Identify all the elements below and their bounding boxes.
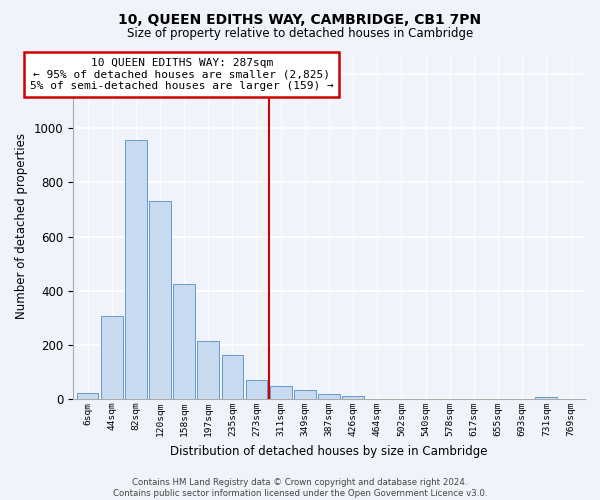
Bar	[535, 396, 557, 399]
Bar	[221, 355, 243, 399]
Bar	[101, 316, 122, 399]
Y-axis label: Number of detached properties: Number of detached properties	[15, 132, 28, 318]
Bar	[125, 140, 146, 399]
Bar	[173, 284, 195, 399]
Text: 10 QUEEN EDITHS WAY: 287sqm
← 95% of detached houses are smaller (2,825)
5% of s: 10 QUEEN EDITHS WAY: 287sqm ← 95% of det…	[30, 58, 334, 91]
Bar	[197, 341, 219, 399]
Bar	[318, 394, 340, 399]
Bar	[149, 200, 171, 399]
Bar	[342, 396, 364, 399]
X-axis label: Distribution of detached houses by size in Cambridge: Distribution of detached houses by size …	[170, 444, 488, 458]
Bar	[294, 390, 316, 399]
Text: 10, QUEEN EDITHS WAY, CAMBRIDGE, CB1 7PN: 10, QUEEN EDITHS WAY, CAMBRIDGE, CB1 7PN	[118, 12, 482, 26]
Text: Size of property relative to detached houses in Cambridge: Size of property relative to detached ho…	[127, 28, 473, 40]
Bar	[270, 386, 292, 399]
Bar	[77, 394, 98, 399]
Bar	[245, 380, 268, 399]
Text: Contains HM Land Registry data © Crown copyright and database right 2024.
Contai: Contains HM Land Registry data © Crown c…	[113, 478, 487, 498]
